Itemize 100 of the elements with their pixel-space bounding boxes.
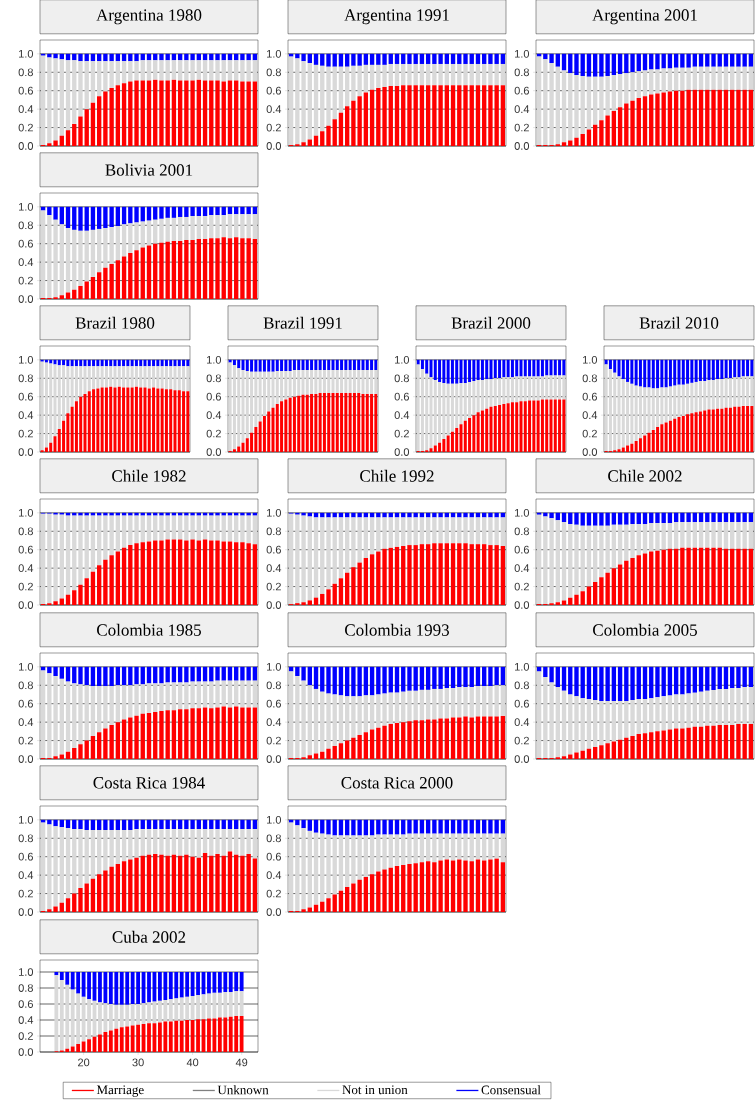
bar xyxy=(482,517,487,545)
bar xyxy=(574,696,579,753)
bar xyxy=(413,720,418,760)
bar xyxy=(147,972,151,1003)
y-tick-label: 0.2 xyxy=(514,736,529,745)
bar xyxy=(574,752,579,760)
y-tick-label: 0.8 xyxy=(18,68,33,77)
bar xyxy=(90,666,96,687)
bar xyxy=(78,684,83,745)
bar xyxy=(215,540,220,606)
bar xyxy=(476,412,480,453)
bar xyxy=(307,516,312,601)
bar xyxy=(326,819,331,835)
y-tick-label: 0.4 xyxy=(266,564,282,573)
bar xyxy=(664,359,668,388)
y-tick-label: 0.8 xyxy=(266,834,281,843)
bar xyxy=(376,517,381,552)
bar xyxy=(376,64,381,88)
bar xyxy=(394,865,400,913)
y-tick-label: 0.8 xyxy=(394,374,409,383)
bar xyxy=(221,512,226,516)
bar xyxy=(482,85,487,147)
bar xyxy=(177,829,183,856)
bar xyxy=(394,53,400,64)
bar xyxy=(147,1023,151,1053)
bar xyxy=(221,541,226,606)
bar xyxy=(419,666,425,690)
bar xyxy=(369,554,375,606)
bar xyxy=(54,972,59,976)
bar xyxy=(313,753,319,760)
bar xyxy=(611,75,617,111)
bar xyxy=(482,686,487,717)
bar xyxy=(128,252,133,300)
chart-title: Colombia 2005 xyxy=(593,623,697,636)
bar xyxy=(407,545,412,606)
bar xyxy=(651,388,655,430)
bar xyxy=(500,517,506,547)
bar xyxy=(446,383,450,436)
bar xyxy=(128,666,133,686)
y-tick-label: 0.0 xyxy=(514,755,530,763)
bar xyxy=(500,685,506,716)
bar xyxy=(723,724,729,760)
bar xyxy=(748,548,754,606)
bar xyxy=(156,366,160,389)
bar xyxy=(720,408,724,453)
bar xyxy=(429,359,433,378)
bar xyxy=(369,64,375,90)
bar xyxy=(117,366,121,387)
bar xyxy=(241,359,245,370)
bar xyxy=(617,74,623,108)
bar xyxy=(146,541,152,606)
bar xyxy=(469,517,474,545)
bar xyxy=(280,359,284,371)
bar xyxy=(698,53,704,67)
bar xyxy=(96,515,102,566)
bar xyxy=(469,687,474,718)
bar xyxy=(96,829,102,875)
bar xyxy=(592,525,598,582)
bar xyxy=(332,583,337,606)
bar xyxy=(165,515,170,540)
bar xyxy=(338,53,344,67)
bar xyxy=(703,381,707,411)
bar xyxy=(130,366,134,388)
y-tick-label: 0.2 xyxy=(266,889,281,898)
bar xyxy=(472,359,476,382)
bar xyxy=(338,517,344,579)
bar xyxy=(344,517,350,573)
y-tick-label: 0.6 xyxy=(18,852,33,861)
bar xyxy=(407,833,412,865)
bar xyxy=(332,517,337,584)
bar xyxy=(153,60,158,80)
bar xyxy=(92,366,96,390)
bar xyxy=(469,861,474,913)
bar xyxy=(78,61,83,117)
bar xyxy=(234,512,239,516)
chart-title: Chile 2002 xyxy=(608,469,682,482)
bar xyxy=(444,63,450,86)
bar xyxy=(252,60,258,82)
bar xyxy=(49,359,53,364)
bar xyxy=(331,359,335,370)
bar xyxy=(444,53,450,64)
bar xyxy=(568,523,573,598)
bar xyxy=(463,833,468,861)
bar xyxy=(288,513,294,605)
bar xyxy=(79,366,83,397)
bar xyxy=(574,512,579,525)
bar xyxy=(310,393,314,453)
x-tick-label: 20 xyxy=(78,1058,90,1067)
bar xyxy=(215,853,220,913)
bar xyxy=(698,512,704,523)
bar xyxy=(122,366,126,388)
bar xyxy=(730,66,735,90)
bar xyxy=(698,522,704,548)
bar xyxy=(177,709,183,760)
bar xyxy=(636,98,641,147)
bar xyxy=(160,366,164,389)
y-tick-label: 0.0 xyxy=(18,601,34,609)
bar xyxy=(686,383,690,415)
bar xyxy=(363,819,369,836)
bar xyxy=(59,295,64,300)
